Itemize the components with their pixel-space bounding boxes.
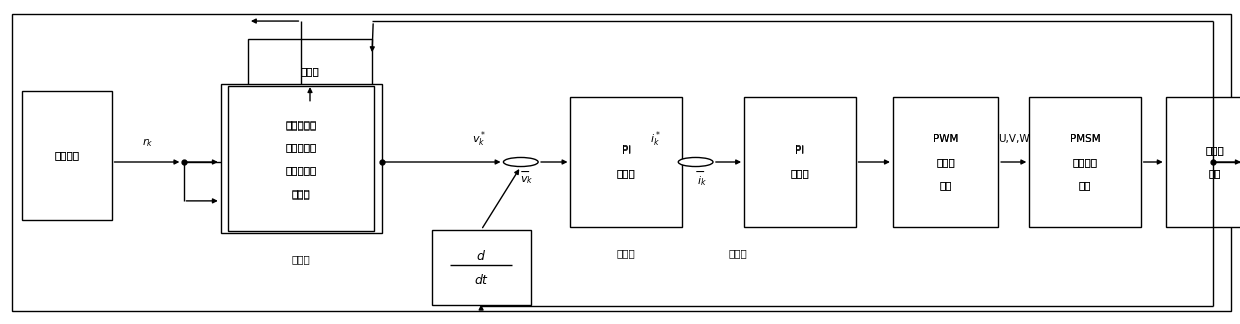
Text: 控制器: 控制器 (790, 169, 810, 179)
Bar (432, 230, 531, 305)
Text: U,V,W: U,V,W (998, 134, 1029, 144)
Text: 双周期重复: 双周期重复 (285, 165, 317, 175)
Circle shape (678, 157, 713, 167)
Text: PMSM: PMSM (1070, 134, 1100, 144)
Text: $i_k$: $i_k$ (697, 175, 707, 189)
Text: 基于双曲正: 基于双曲正 (285, 119, 317, 129)
Text: PWM: PWM (932, 134, 959, 144)
Text: 永磁同步: 永磁同步 (1073, 157, 1097, 167)
Text: 控制器: 控制器 (616, 169, 636, 179)
Bar (1166, 97, 1240, 227)
Text: 电流环: 电流环 (728, 248, 748, 258)
Text: $-$: $-$ (694, 165, 704, 178)
Bar (744, 97, 856, 227)
Bar (893, 97, 998, 227)
Text: 电机: 电机 (1079, 180, 1091, 190)
Text: $v_k^*$: $v_k^*$ (471, 130, 486, 149)
Text: 控制器: 控制器 (291, 188, 311, 198)
Text: 控制器: 控制器 (790, 168, 810, 178)
Text: 码器: 码器 (1209, 169, 1221, 179)
Text: 控制器: 控制器 (616, 168, 636, 178)
Text: 给定模块: 给定模块 (55, 151, 79, 160)
Text: 动器: 动器 (939, 180, 952, 190)
Text: 永磁同步: 永磁同步 (1073, 157, 1097, 167)
Bar (228, 86, 374, 231)
Text: 存储器: 存储器 (300, 66, 320, 76)
Text: 位置环: 位置环 (291, 254, 311, 264)
Text: 给定模块: 给定模块 (55, 151, 79, 160)
Text: 双周期重复: 双周期重复 (285, 166, 317, 175)
Text: 电机: 电机 (1079, 180, 1091, 190)
Bar (1029, 97, 1141, 227)
Text: PWM: PWM (932, 134, 959, 144)
Text: $v_k$: $v_k$ (521, 175, 533, 186)
Circle shape (503, 157, 538, 167)
Text: PI: PI (795, 145, 805, 155)
Text: 动器: 动器 (939, 180, 952, 190)
Text: 割吸引律的: 割吸引律的 (285, 142, 317, 152)
Text: 码器: 码器 (1209, 168, 1221, 178)
Text: 光电编: 光电编 (1205, 146, 1225, 156)
Text: $d$: $d$ (476, 249, 486, 263)
Bar (221, 84, 382, 233)
Bar (22, 91, 112, 220)
Text: PI: PI (621, 145, 631, 155)
Text: 控制器: 控制器 (291, 189, 311, 199)
Bar (248, 39, 372, 104)
Text: PI: PI (795, 146, 805, 156)
Text: $r_k$: $r_k$ (141, 136, 154, 149)
Text: PI: PI (621, 146, 631, 156)
Text: PMSM: PMSM (1070, 134, 1100, 144)
Text: $-$: $-$ (520, 165, 529, 178)
Text: $dt$: $dt$ (474, 273, 489, 287)
Text: $i_k^*$: $i_k^*$ (651, 130, 661, 149)
Text: 速度环: 速度环 (616, 248, 636, 258)
Text: 存储器: 存储器 (300, 66, 320, 76)
Text: 基于双曲正: 基于双曲正 (285, 120, 317, 130)
Text: 光电编: 光电编 (1205, 145, 1225, 155)
Text: 割吸引律的: 割吸引律的 (285, 143, 317, 152)
Bar (570, 97, 682, 227)
Text: 功率驱: 功率驱 (936, 157, 955, 167)
Text: 功率驱: 功率驱 (936, 157, 955, 167)
